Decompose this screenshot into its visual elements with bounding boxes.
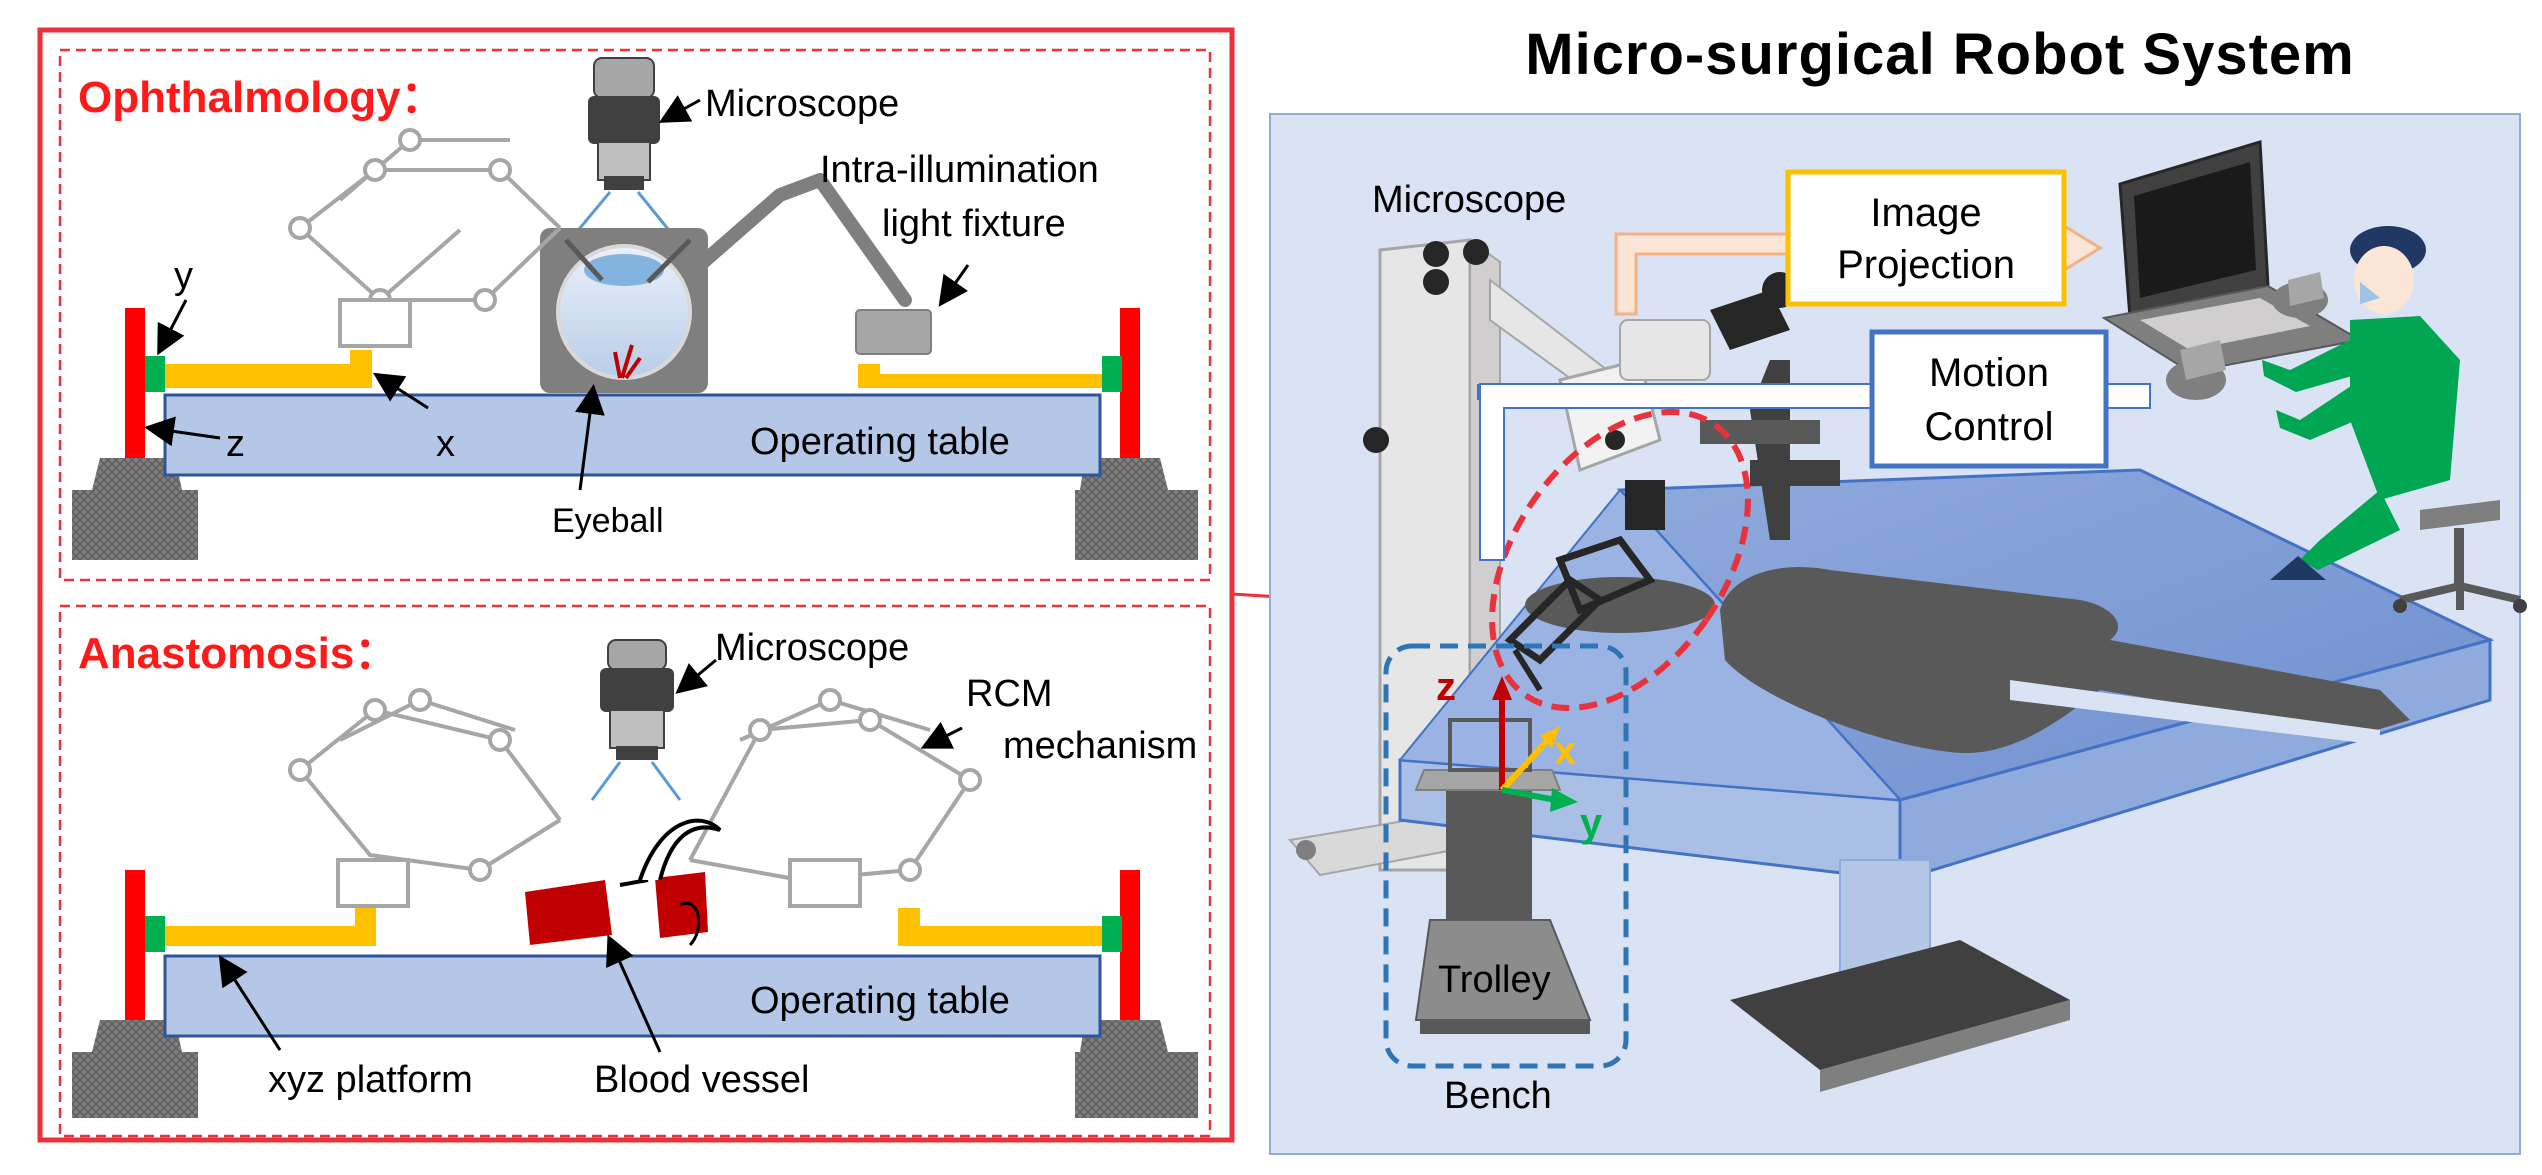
motion-control-label-1: Motion [1929, 351, 2049, 395]
axis-y-label: y [174, 255, 193, 297]
oph-microscope-label: Microscope [705, 83, 899, 125]
focus-ellipse [1489, 409, 1751, 711]
image-projection-label-1: Image [1870, 191, 1981, 235]
right-post [1120, 308, 1140, 458]
bench-axis-x: x [1554, 729, 1576, 773]
patient-silhouette [1525, 566, 2410, 754]
motion-control-label-2: Control [1925, 405, 2054, 449]
microscope-icon [573, 57, 674, 235]
anast-left-post [125, 870, 145, 1020]
axis-z-label: z [226, 423, 245, 465]
right-yellow-rail [858, 364, 1110, 388]
axis-x-label: x [436, 423, 455, 465]
light-fixture-icon [855, 309, 932, 355]
bench-axis-y: y [1580, 801, 1603, 845]
light-arm [693, 173, 912, 307]
bench-label: Bench [1444, 1075, 1552, 1117]
image-projection-box[interactable] [1785, 169, 2067, 307]
anastomosis-panel: Anastomosis： Microscope RCM mechanism [58, 604, 1212, 1138]
rcm-label-2: mechanism [1003, 725, 1197, 767]
oph-table-label: Operating table [750, 421, 1010, 463]
anast-operating-table [163, 954, 1102, 1038]
eyeball-icon [540, 228, 708, 393]
anast-microscope-icon [590, 639, 682, 801]
left-linkage [288, 128, 562, 348]
anast-right-yellow-rail [898, 908, 1110, 946]
anast-left-foot [72, 1020, 198, 1118]
page-title: Micro-surgical Robot System [1525, 22, 2354, 87]
light-fixture-label-1: Intra-illumination [820, 149, 1099, 191]
trolley-label: Trolley [1438, 959, 1551, 1001]
anast-right-post [1120, 870, 1140, 1020]
surgeon-icon [2262, 226, 2527, 613]
right-rcm-linkage [688, 688, 982, 908]
right-foot [1075, 458, 1198, 560]
trolley-icon [1414, 718, 1592, 1034]
left-post [125, 308, 145, 458]
left-green-joint [145, 356, 165, 392]
light-fixture-label-2: light fixture [882, 203, 1066, 245]
anast-left-yellow-rail [160, 908, 376, 946]
haptic-device-icons [2166, 272, 2328, 400]
image-projection-label-2: Projection [1837, 243, 2015, 287]
anast-microscope-label: Microscope [715, 627, 909, 669]
anast-right-green-joint [1102, 916, 1122, 952]
ophthalmology-heading: Ophthalmology： [78, 73, 445, 122]
bench-axes [1492, 676, 1578, 812]
eyeball-label: Eyeball [552, 502, 664, 540]
motion-control-box[interactable] [1869, 329, 2109, 469]
bench-axis-z: z [1436, 665, 1456, 709]
anast-left-green-joint [145, 916, 165, 952]
bench-box [1383, 643, 1629, 1069]
anastomosis-heading: Anastomosis： [78, 629, 398, 678]
blood-vessel-label: Blood vessel [594, 1059, 809, 1101]
left-rcm-linkage [288, 688, 562, 908]
blood-vessel-icon [525, 818, 722, 947]
oph-operating-table [163, 393, 1102, 477]
left-foot [72, 458, 198, 560]
anast-table-label: Operating table [750, 980, 1010, 1022]
right-green-joint [1102, 356, 1122, 392]
system-microscope-label: Microscope [1372, 179, 1566, 221]
anast-right-foot [1075, 1020, 1198, 1118]
xyz-platform-label: xyz platform [268, 1059, 473, 1101]
left-yellow-rail [160, 350, 372, 388]
rcm-label-1: RCM [966, 673, 1053, 715]
ophthalmology-panel: Ophthalmology： Microscope Intra-illumina… [58, 48, 1212, 582]
